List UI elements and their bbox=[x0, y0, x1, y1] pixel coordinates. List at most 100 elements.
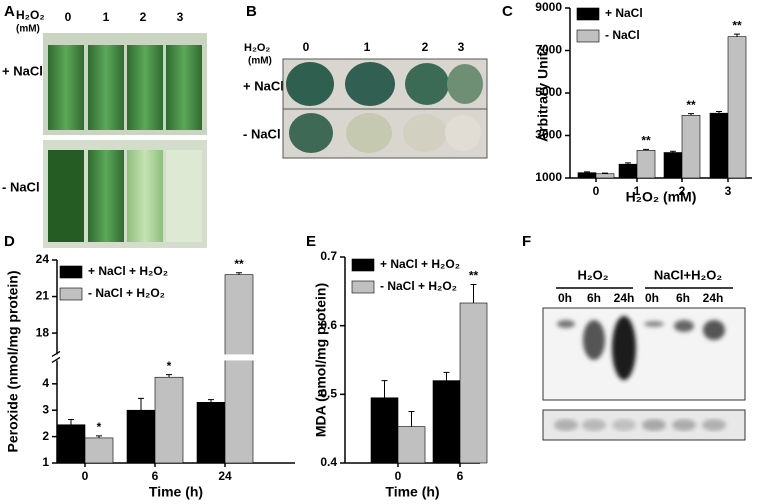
legend-label: + NaCl + H₂O₂ bbox=[380, 257, 460, 271]
bar bbox=[84, 437, 114, 464]
lane-label: 0h bbox=[645, 291, 659, 305]
bar bbox=[126, 409, 156, 464]
error-bar bbox=[166, 374, 172, 378]
tube bbox=[166, 150, 202, 242]
colony bbox=[405, 63, 449, 105]
row-label: + NaCl bbox=[2, 63, 43, 78]
legend-label: + NaCl bbox=[605, 6, 643, 20]
column: 2 bbox=[422, 40, 429, 54]
error-bar bbox=[470, 283, 477, 304]
y-tick-label: 18 bbox=[36, 325, 50, 339]
panel-label: E bbox=[306, 233, 316, 250]
y-axis-label: Peroxide (nmol/mg protein) bbox=[5, 270, 21, 452]
bands bbox=[557, 316, 725, 380]
column: 1 bbox=[364, 40, 371, 54]
bar bbox=[618, 163, 638, 179]
y-tick-label: 4 bbox=[42, 376, 49, 390]
y-tick-label: 3000 bbox=[535, 128, 562, 142]
error-bar bbox=[381, 380, 388, 398]
error-bar bbox=[716, 110, 722, 114]
row-label: - NaCl bbox=[2, 179, 40, 194]
unit: (mM) bbox=[248, 56, 272, 67]
legend-swatch bbox=[59, 287, 83, 301]
significance: ** bbox=[641, 133, 651, 147]
column: 0 bbox=[65, 10, 72, 24]
header: H₂O₂ bbox=[244, 42, 270, 54]
legend-swatch bbox=[351, 280, 375, 294]
column: 3 bbox=[458, 40, 465, 54]
bar bbox=[636, 150, 656, 179]
error-bar bbox=[734, 33, 740, 37]
y-tick-label: 0.5 bbox=[320, 387, 337, 401]
colony bbox=[346, 113, 392, 153]
error-bar bbox=[96, 435, 102, 438]
colony bbox=[345, 62, 395, 106]
legend-label: - NaCl + H₂O₂ bbox=[380, 279, 457, 293]
error-bar bbox=[643, 148, 649, 151]
significance: ** bbox=[469, 269, 479, 283]
panel-label: C bbox=[502, 3, 513, 20]
colony bbox=[286, 62, 334, 106]
error-bar bbox=[236, 272, 242, 275]
tube bbox=[88, 45, 124, 130]
panel-label: D bbox=[4, 233, 15, 250]
error-bar bbox=[670, 150, 676, 153]
header: H₂O₂ bbox=[16, 8, 45, 22]
x-tick-label: 0 bbox=[593, 184, 600, 198]
x-tick-label: 0 bbox=[82, 469, 89, 483]
x-tick-label: 2 bbox=[679, 184, 686, 198]
column: 0 bbox=[303, 40, 310, 54]
significance: ** bbox=[732, 18, 742, 32]
error-bar bbox=[68, 418, 74, 425]
panel-a: A H₂O₂ (mM) 0 1 2 3 + NaCl - NaCl bbox=[2, 3, 207, 248]
bar bbox=[370, 397, 399, 464]
bar bbox=[727, 36, 747, 179]
bar bbox=[459, 302, 488, 464]
error-bar bbox=[138, 397, 144, 411]
tube bbox=[127, 45, 163, 130]
y-tick-label: 0.6 bbox=[320, 318, 337, 332]
panel-label: B bbox=[246, 3, 257, 20]
lane-label: 6h bbox=[587, 291, 601, 305]
y-tick-label: 0.4 bbox=[320, 455, 337, 469]
bar bbox=[154, 376, 184, 464]
tube bbox=[166, 45, 202, 130]
panel-label: F bbox=[522, 233, 531, 250]
tube bbox=[88, 150, 124, 242]
row-label: - NaCl bbox=[243, 126, 281, 141]
significance: * bbox=[97, 420, 102, 434]
y-axis-label: Arbitrary Units bbox=[535, 44, 551, 142]
axis-break-mark bbox=[51, 350, 61, 363]
y-tick-label: 21 bbox=[36, 289, 50, 303]
x-tick-label: 6 bbox=[457, 469, 464, 483]
panel-f: F H₂O₂ NaCl+H₂O₂ 0h 6h 24h 0h 6h 24h bbox=[522, 233, 746, 441]
lane-label: 6h bbox=[676, 291, 690, 305]
group-label: NaCl+H₂O₂ bbox=[654, 267, 722, 282]
legend-label: - NaCl bbox=[605, 28, 640, 42]
legend-swatch bbox=[351, 258, 375, 272]
x-tick-label: 24 bbox=[218, 469, 232, 483]
colony bbox=[403, 114, 447, 152]
loading-bands bbox=[554, 419, 726, 431]
axis-break bbox=[49, 354, 297, 361]
x-axis-label: Time (h) bbox=[385, 484, 439, 500]
bar bbox=[196, 402, 226, 464]
legend-swatch bbox=[576, 29, 600, 43]
y-tick-label: 24 bbox=[36, 252, 50, 266]
y-tick-label: 7000 bbox=[535, 43, 562, 57]
bar bbox=[577, 172, 597, 179]
significance: * bbox=[167, 359, 172, 373]
row-label: + NaCl bbox=[243, 78, 284, 93]
bar bbox=[56, 424, 86, 464]
legend-swatch bbox=[59, 265, 83, 279]
bar bbox=[397, 426, 426, 464]
error-bar bbox=[208, 399, 214, 403]
x-tick-label: 0 bbox=[395, 469, 402, 483]
column: 1 bbox=[103, 10, 110, 24]
y-tick-label: 0.7 bbox=[320, 249, 337, 263]
bar bbox=[709, 112, 729, 179]
error-bar bbox=[625, 162, 631, 165]
error-bar bbox=[584, 171, 590, 173]
bar bbox=[681, 115, 701, 179]
